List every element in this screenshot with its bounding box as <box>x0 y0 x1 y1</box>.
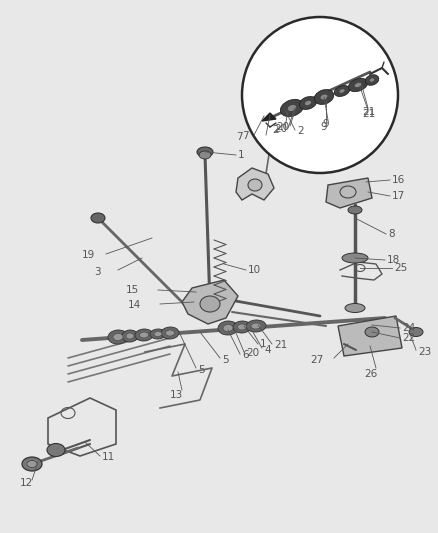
Polygon shape <box>326 178 372 208</box>
Text: 7: 7 <box>242 131 249 141</box>
Text: 2: 2 <box>272 125 279 135</box>
Ellipse shape <box>223 325 233 332</box>
Text: 14: 14 <box>128 300 141 310</box>
Text: 24: 24 <box>402 323 415 333</box>
Text: 22: 22 <box>402 333 415 343</box>
Text: 21: 21 <box>362 107 375 117</box>
Text: 1: 1 <box>238 150 245 160</box>
Ellipse shape <box>218 321 238 335</box>
Ellipse shape <box>154 332 162 336</box>
Ellipse shape <box>200 296 220 312</box>
Text: 2: 2 <box>297 126 304 136</box>
Polygon shape <box>236 168 274 200</box>
Text: 20: 20 <box>246 348 259 358</box>
Ellipse shape <box>299 96 317 109</box>
Ellipse shape <box>409 327 423 336</box>
Ellipse shape <box>161 327 179 339</box>
Text: 20: 20 <box>276 122 289 132</box>
Text: 15: 15 <box>126 285 139 295</box>
Ellipse shape <box>27 461 37 467</box>
Text: 21: 21 <box>274 340 287 350</box>
Ellipse shape <box>47 443 65 456</box>
Ellipse shape <box>345 303 365 312</box>
Ellipse shape <box>287 104 297 111</box>
Text: 12: 12 <box>20 478 33 488</box>
Text: 1: 1 <box>260 339 267 349</box>
Ellipse shape <box>280 100 304 117</box>
Ellipse shape <box>122 330 138 342</box>
Text: 20: 20 <box>274 124 287 134</box>
Ellipse shape <box>354 83 362 87</box>
Text: 11: 11 <box>102 452 115 462</box>
Text: 21: 21 <box>362 109 375 119</box>
Ellipse shape <box>113 334 123 341</box>
Text: 25: 25 <box>394 263 407 273</box>
Text: 7: 7 <box>236 132 243 142</box>
Ellipse shape <box>365 327 379 337</box>
Ellipse shape <box>108 330 128 344</box>
Text: 5: 5 <box>198 365 205 375</box>
Text: 5: 5 <box>222 355 229 365</box>
Ellipse shape <box>91 213 105 223</box>
Text: 18: 18 <box>387 255 400 265</box>
Text: 4: 4 <box>264 345 271 355</box>
Text: 10: 10 <box>248 265 261 275</box>
Text: 27: 27 <box>310 355 323 365</box>
Ellipse shape <box>140 332 148 338</box>
Ellipse shape <box>126 333 134 339</box>
Polygon shape <box>182 280 238 324</box>
Text: 19: 19 <box>82 250 95 260</box>
Ellipse shape <box>199 151 211 159</box>
Text: 8: 8 <box>388 229 395 239</box>
Text: 3: 3 <box>94 267 101 277</box>
Text: 16: 16 <box>392 175 405 185</box>
Ellipse shape <box>197 147 213 157</box>
Ellipse shape <box>237 324 247 330</box>
Ellipse shape <box>314 90 334 104</box>
Ellipse shape <box>304 100 311 106</box>
Text: 13: 13 <box>170 390 183 400</box>
Ellipse shape <box>150 329 166 339</box>
Ellipse shape <box>342 253 368 263</box>
Ellipse shape <box>246 320 266 332</box>
Ellipse shape <box>320 94 328 100</box>
Ellipse shape <box>334 86 350 96</box>
Ellipse shape <box>166 330 174 336</box>
Ellipse shape <box>348 206 362 214</box>
Text: 6: 6 <box>242 350 249 360</box>
Ellipse shape <box>339 89 345 93</box>
Text: 9: 9 <box>320 122 327 132</box>
Text: 26: 26 <box>364 369 377 379</box>
Polygon shape <box>262 113 276 121</box>
Ellipse shape <box>135 329 153 341</box>
Ellipse shape <box>348 78 367 92</box>
Ellipse shape <box>248 179 262 191</box>
Text: 17: 17 <box>392 191 405 201</box>
Polygon shape <box>338 316 402 356</box>
Ellipse shape <box>233 321 251 333</box>
Text: 23: 23 <box>418 347 431 357</box>
Ellipse shape <box>22 457 42 471</box>
Ellipse shape <box>251 323 261 329</box>
Circle shape <box>242 17 398 173</box>
Ellipse shape <box>369 78 375 82</box>
Text: 9: 9 <box>322 119 328 129</box>
Ellipse shape <box>365 75 379 85</box>
